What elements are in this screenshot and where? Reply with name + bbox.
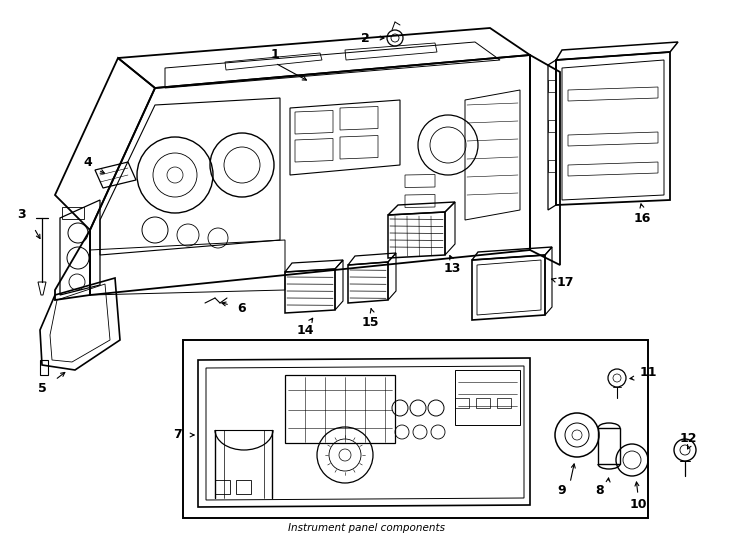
Bar <box>236 480 251 494</box>
Text: 1: 1 <box>271 49 280 62</box>
Text: Instrument panel components: Instrument panel components <box>288 523 446 533</box>
Text: 12: 12 <box>679 431 697 444</box>
Bar <box>62 207 84 219</box>
Text: 9: 9 <box>558 483 567 496</box>
Text: 11: 11 <box>639 366 657 379</box>
Bar <box>548 160 556 172</box>
Text: 7: 7 <box>174 429 182 442</box>
Bar <box>548 80 556 92</box>
Bar <box>183 340 648 518</box>
Bar <box>598 428 620 464</box>
Text: 10: 10 <box>629 498 647 511</box>
Text: 17: 17 <box>556 275 574 288</box>
Bar <box>497 398 511 408</box>
Text: 2: 2 <box>360 31 369 44</box>
Text: 5: 5 <box>37 381 46 395</box>
Text: 3: 3 <box>18 208 26 221</box>
Bar <box>476 398 490 408</box>
Bar <box>548 120 556 132</box>
Text: 6: 6 <box>238 301 247 314</box>
Text: 4: 4 <box>84 156 92 168</box>
Text: 16: 16 <box>633 212 650 225</box>
Bar <box>455 398 469 408</box>
Bar <box>285 375 395 443</box>
Text: 15: 15 <box>361 315 379 328</box>
Bar <box>215 480 230 494</box>
Text: 14: 14 <box>297 323 313 336</box>
Text: 13: 13 <box>443 261 461 274</box>
Text: 8: 8 <box>596 483 604 496</box>
Bar <box>455 370 520 425</box>
